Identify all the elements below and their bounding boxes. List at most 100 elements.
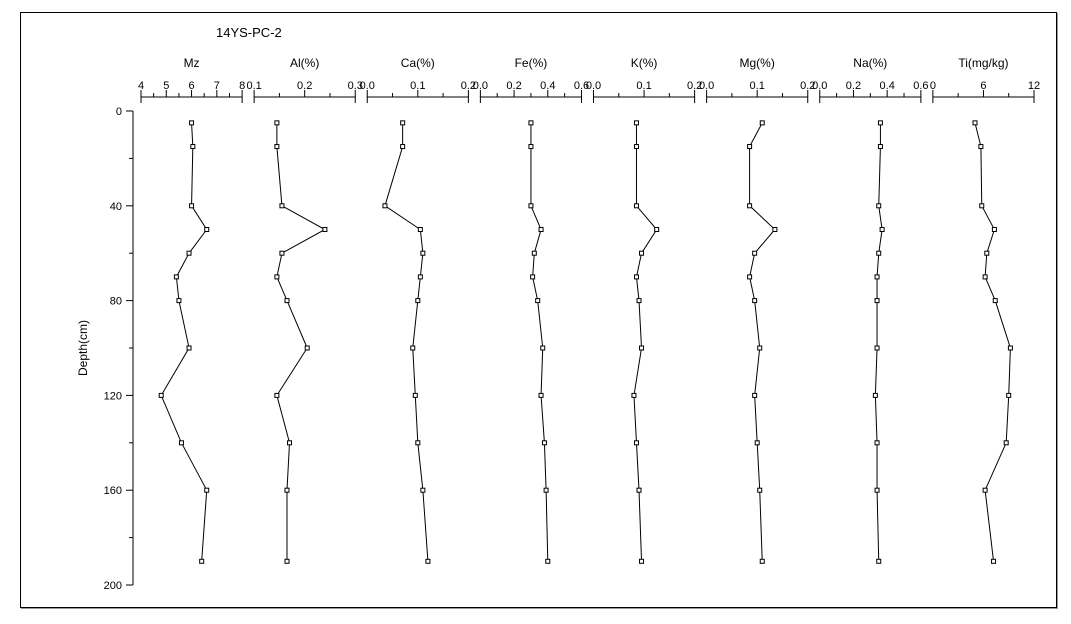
data-marker: [187, 346, 191, 350]
data-marker: [1008, 346, 1012, 350]
series-line: [385, 123, 428, 561]
data-marker: [205, 228, 209, 232]
data-marker: [539, 228, 543, 232]
series-line: [750, 123, 775, 561]
data-marker: [426, 559, 430, 563]
data-marker: [401, 121, 405, 125]
panel-label: Ca(%): [401, 56, 435, 70]
panel-label: Fe(%): [515, 56, 548, 70]
data-marker: [748, 204, 752, 208]
data-marker: [878, 145, 882, 149]
x-tick-label: 0.0: [812, 80, 827, 92]
data-marker: [187, 251, 191, 255]
y-tick-label: 160: [104, 485, 122, 497]
data-marker: [875, 299, 879, 303]
panel-label: Ti(mg/kg): [958, 56, 1008, 70]
data-marker: [542, 441, 546, 445]
series-line: [531, 123, 548, 561]
data-marker: [877, 251, 881, 255]
data-marker: [285, 488, 289, 492]
data-marker: [323, 228, 327, 232]
data-marker: [529, 204, 533, 208]
data-marker: [755, 441, 759, 445]
data-marker: [383, 204, 387, 208]
panel-label: Mg(%): [740, 56, 775, 70]
data-marker: [873, 393, 877, 397]
data-marker: [190, 204, 194, 208]
data-marker: [179, 441, 183, 445]
panel-label: Na(%): [853, 56, 887, 70]
x-tick-label: 0.1: [750, 80, 765, 92]
x-tick-label: 0.6: [913, 80, 928, 92]
data-marker: [1004, 441, 1008, 445]
data-marker: [973, 121, 977, 125]
data-marker: [985, 251, 989, 255]
data-marker: [275, 121, 279, 125]
x-tick-label: 6: [980, 80, 986, 92]
y-tick-label: 40: [110, 201, 122, 213]
data-marker: [773, 228, 777, 232]
data-marker: [980, 204, 984, 208]
data-marker: [416, 441, 420, 445]
x-tick-label: 8: [239, 80, 245, 92]
data-marker: [992, 228, 996, 232]
x-tick-label: 0.4: [540, 80, 555, 92]
data-marker: [416, 299, 420, 303]
panel-top-axis: [933, 97, 1034, 103]
data-marker: [634, 441, 638, 445]
x-tick-label: 0.4: [880, 80, 895, 92]
data-marker: [760, 121, 764, 125]
data-marker: [992, 559, 996, 563]
data-marker: [413, 393, 417, 397]
data-marker: [880, 228, 884, 232]
data-marker: [421, 251, 425, 255]
series-line: [975, 123, 1010, 561]
data-marker: [760, 559, 764, 563]
data-marker: [640, 559, 644, 563]
data-marker: [174, 275, 178, 279]
x-tick-label: 0.1: [246, 80, 261, 92]
data-marker: [546, 559, 550, 563]
data-marker: [275, 275, 279, 279]
data-marker: [191, 145, 195, 149]
data-marker: [632, 393, 636, 397]
panel-top-axis: [594, 97, 695, 103]
data-marker: [1007, 393, 1011, 397]
data-marker: [288, 441, 292, 445]
data-marker: [983, 488, 987, 492]
x-tick-label: 0: [930, 80, 936, 92]
data-marker: [531, 275, 535, 279]
x-tick-label: 12: [1028, 80, 1040, 92]
panel-top-axis: [820, 97, 921, 103]
data-marker: [979, 145, 983, 149]
panel-label: Mz: [184, 56, 200, 70]
x-tick-label: 6: [189, 80, 195, 92]
data-marker: [200, 559, 204, 563]
data-marker: [305, 346, 309, 350]
data-marker: [875, 488, 879, 492]
data-marker: [205, 488, 209, 492]
series-line: [277, 123, 325, 561]
x-tick-label: 4: [138, 80, 144, 92]
data-marker: [634, 121, 638, 125]
data-marker: [634, 275, 638, 279]
data-marker: [655, 228, 659, 232]
data-marker: [878, 121, 882, 125]
data-marker: [411, 346, 415, 350]
depth-profile-chart: 14YS-PC-204080120160200Depth(cm)45678Mz0…: [21, 13, 1054, 605]
series-line: [161, 123, 207, 561]
series-line: [634, 123, 657, 561]
data-marker: [875, 441, 879, 445]
panel-top-axis: [367, 97, 468, 103]
x-tick-label: 0.0: [360, 80, 375, 92]
data-marker: [877, 559, 881, 563]
data-marker: [190, 121, 194, 125]
data-marker: [758, 346, 762, 350]
data-marker: [421, 488, 425, 492]
data-marker: [418, 275, 422, 279]
data-marker: [280, 204, 284, 208]
data-marker: [418, 228, 422, 232]
panel-label: Al(%): [290, 56, 319, 70]
figure-title: 14YS-PC-2: [216, 25, 282, 40]
data-marker: [539, 393, 543, 397]
